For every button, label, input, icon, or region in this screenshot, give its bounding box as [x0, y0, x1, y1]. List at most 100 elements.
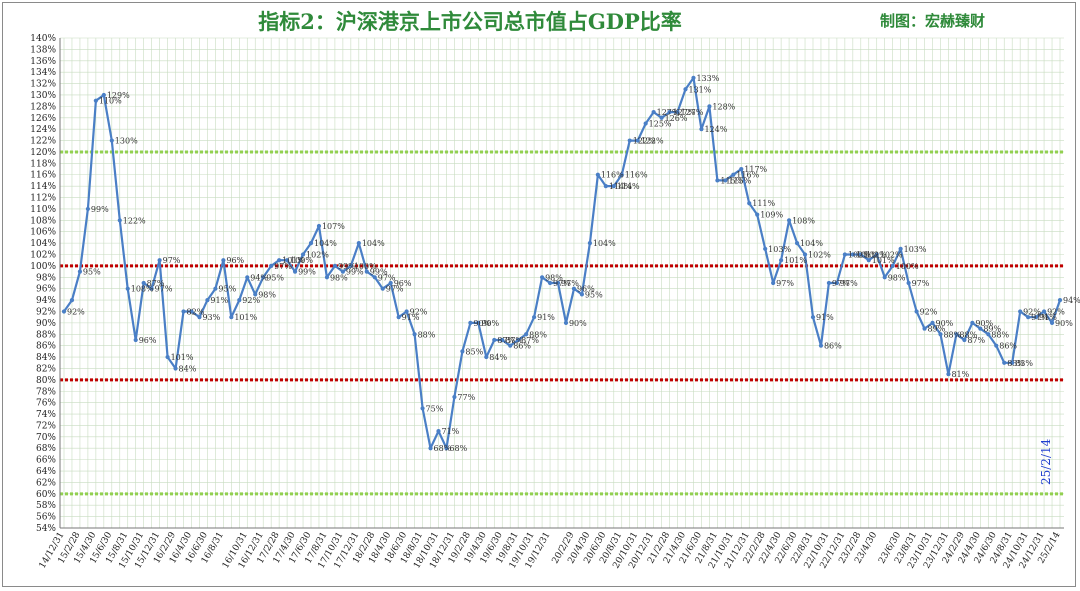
data-point — [986, 332, 991, 337]
series-line — [63, 76, 1062, 450]
data-label: 98% — [545, 273, 563, 282]
data-label: 114% — [609, 182, 632, 191]
data-point — [731, 172, 736, 177]
data-label: 116% — [625, 171, 648, 180]
data-label: 97% — [776, 279, 794, 288]
data-label: 92% — [242, 296, 260, 305]
data-point — [938, 332, 943, 337]
data-label: 129% — [107, 91, 130, 100]
data-label: 98% — [330, 273, 348, 282]
data-point — [914, 309, 919, 314]
data-point — [771, 280, 776, 286]
y-tick-label: 62% — [36, 478, 56, 488]
data-label: 107% — [322, 222, 345, 231]
data-point — [842, 252, 847, 257]
data-label: 92% — [410, 307, 428, 316]
data-point — [516, 337, 521, 343]
y-tick-label: 54% — [36, 524, 56, 534]
data-label: 86% — [824, 342, 842, 351]
data-point — [755, 212, 760, 217]
data-label: 110% — [99, 97, 122, 106]
data-point — [69, 297, 75, 303]
data-point — [898, 246, 903, 251]
data-point — [882, 275, 887, 280]
data-label: 108% — [792, 216, 815, 225]
data-label: 108% — [131, 285, 154, 294]
y-tick-label: 132% — [30, 80, 56, 90]
data-point — [1010, 360, 1015, 365]
data-point — [460, 349, 465, 354]
chart-title: 指标2：沪深港京上市公司总市值占GDP比率 — [258, 9, 682, 34]
data-point — [779, 258, 784, 263]
axes — [59, 38, 1064, 529]
data-label: 117% — [744, 165, 767, 174]
data-point — [269, 263, 274, 269]
data-point — [1026, 315, 1031, 320]
y-tick-label: 86% — [36, 342, 56, 352]
data-label: 68% — [449, 444, 467, 453]
data-label: 126% — [665, 114, 688, 123]
data-point — [715, 178, 720, 183]
data-label: 101% — [171, 353, 194, 362]
y-tick-label: 94% — [36, 296, 56, 306]
data-point — [468, 320, 473, 325]
data-label: 99% — [370, 268, 388, 277]
data-point — [125, 286, 130, 291]
data-label: 97% — [553, 279, 571, 288]
y-tick-label: 130% — [30, 91, 56, 101]
data-label: 97% — [274, 262, 292, 271]
data-label: 127% — [657, 108, 680, 117]
data-point — [452, 394, 457, 400]
data-point — [818, 343, 824, 348]
data-point — [277, 258, 282, 263]
data-label: 68% — [434, 444, 452, 453]
data-point — [436, 429, 441, 434]
data-point — [364, 269, 369, 274]
y-tick-label: 100% — [30, 262, 56, 272]
y-tick-label: 58% — [36, 501, 56, 511]
data-label: 100% — [290, 256, 313, 265]
y-tick-label: 134% — [30, 68, 56, 78]
y-tick-label: 72% — [36, 421, 56, 431]
reference-lines — [60, 150, 1064, 496]
data-label: 98% — [258, 290, 276, 299]
data-label: 101% — [282, 256, 305, 265]
data-point — [324, 275, 330, 280]
data-label: 114% — [617, 182, 640, 191]
data-point — [539, 275, 545, 280]
data-point — [181, 309, 186, 314]
data-label: 101% — [872, 256, 895, 265]
data-label: 133% — [696, 74, 719, 83]
data-label: 92% — [1023, 307, 1041, 316]
data-point — [978, 326, 983, 331]
data-label: 97% — [155, 285, 173, 294]
data-label: 90% — [1055, 319, 1073, 328]
data-point — [587, 241, 592, 246]
data-point — [316, 223, 322, 229]
data-label: 90% — [975, 319, 993, 328]
data-point — [667, 109, 672, 115]
y-tick-label: 56% — [36, 513, 56, 523]
data-label: 82% — [187, 307, 205, 316]
data-point — [77, 269, 83, 274]
data-point — [930, 320, 935, 325]
data-point — [332, 263, 338, 269]
data-point — [285, 258, 290, 263]
data-point — [348, 263, 353, 269]
y-tick-label: 92% — [36, 307, 56, 317]
data-point — [922, 326, 927, 331]
y-tick-label: 106% — [30, 228, 56, 238]
data-point — [85, 206, 91, 212]
data-label: 84% — [489, 353, 507, 362]
data-point — [221, 258, 226, 263]
data-point — [555, 280, 561, 286]
data-point — [157, 258, 162, 263]
data-label: 100% — [354, 262, 377, 271]
data-point — [133, 337, 138, 343]
data-label: 89% — [983, 325, 1001, 334]
data-label: 104% — [314, 239, 337, 248]
data-point — [739, 166, 744, 172]
data-label: 83% — [1015, 359, 1033, 368]
y-tick-label: 96% — [36, 285, 56, 295]
